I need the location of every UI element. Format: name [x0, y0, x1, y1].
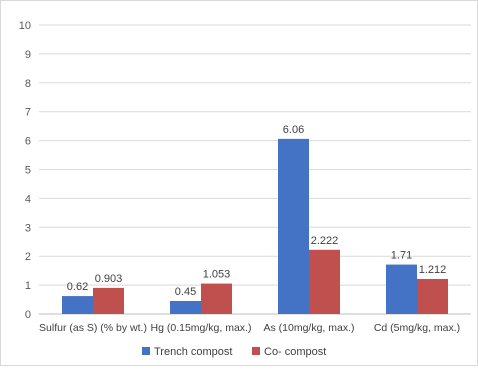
legend-swatch-trench-compost: [142, 347, 150, 355]
y-tick-label: 9: [25, 49, 31, 61]
y-tick-label: 7: [25, 107, 31, 119]
y-tick-label: 10: [19, 20, 31, 32]
bar-co-compost: [417, 278, 448, 314]
y-tick-label: 1: [25, 280, 31, 292]
bar-co-compost: [93, 287, 124, 314]
bar-co-compost: [309, 249, 340, 314]
gridlines: [39, 24, 471, 315]
category-label: As (10mg/kg, max.): [263, 322, 354, 334]
legend-label: Trench compost: [154, 346, 232, 358]
y-tick-label: 4: [25, 193, 31, 205]
bars: [62, 138, 448, 314]
category-label: Sulfur (as S) (% by wt.): [39, 322, 147, 334]
data-labels: 0.62 0.903 0.45 1.053 6.06 2.222 1.71 1.212: [67, 124, 446, 298]
y-axis-tick-labels: 0 1 2 3 4 5 6 7 8 9 10: [19, 20, 31, 321]
bar-trench-compost: [170, 300, 201, 314]
bar-co-compost: [201, 283, 232, 314]
data-label: 0.903: [95, 273, 123, 285]
y-tick-label: 0: [25, 309, 31, 321]
category-label: Hg (0.15mg/kg, max.): [151, 322, 252, 334]
y-tick-label: 6: [25, 136, 31, 148]
data-label: 1.053: [203, 269, 231, 281]
bar-trench-compost: [62, 296, 93, 314]
data-label: 0.62: [67, 281, 88, 293]
y-tick-label: 5: [25, 165, 31, 177]
bar-trench-compost: [278, 138, 309, 314]
y-tick-label: 8: [25, 78, 31, 90]
data-label: 1.212: [419, 264, 447, 276]
data-label: 1.71: [391, 250, 412, 262]
category-label: Cd (5mg/kg, max.): [374, 322, 460, 334]
legend: Trench compost Co- compost: [142, 346, 326, 358]
legend-label: Co- compost: [264, 346, 326, 358]
x-axis-category-labels: Sulfur (as S) (% by wt.) Hg (0.15mg/kg, m…: [39, 322, 460, 334]
bar-trench-compost: [386, 264, 417, 314]
data-label: 6.06: [283, 124, 304, 136]
data-label: 2.222: [311, 235, 339, 247]
legend-swatch-co-compost: [252, 347, 260, 355]
y-tick-label: 3: [25, 222, 31, 234]
y-tick-label: 2: [25, 251, 31, 263]
data-label: 0.45: [175, 286, 196, 298]
bar-chart: 0 1 2 3 4 5 6 7 8 9 10 0.62 0.903 0.45 1.053 6.06 2.222…: [19, 20, 471, 358]
